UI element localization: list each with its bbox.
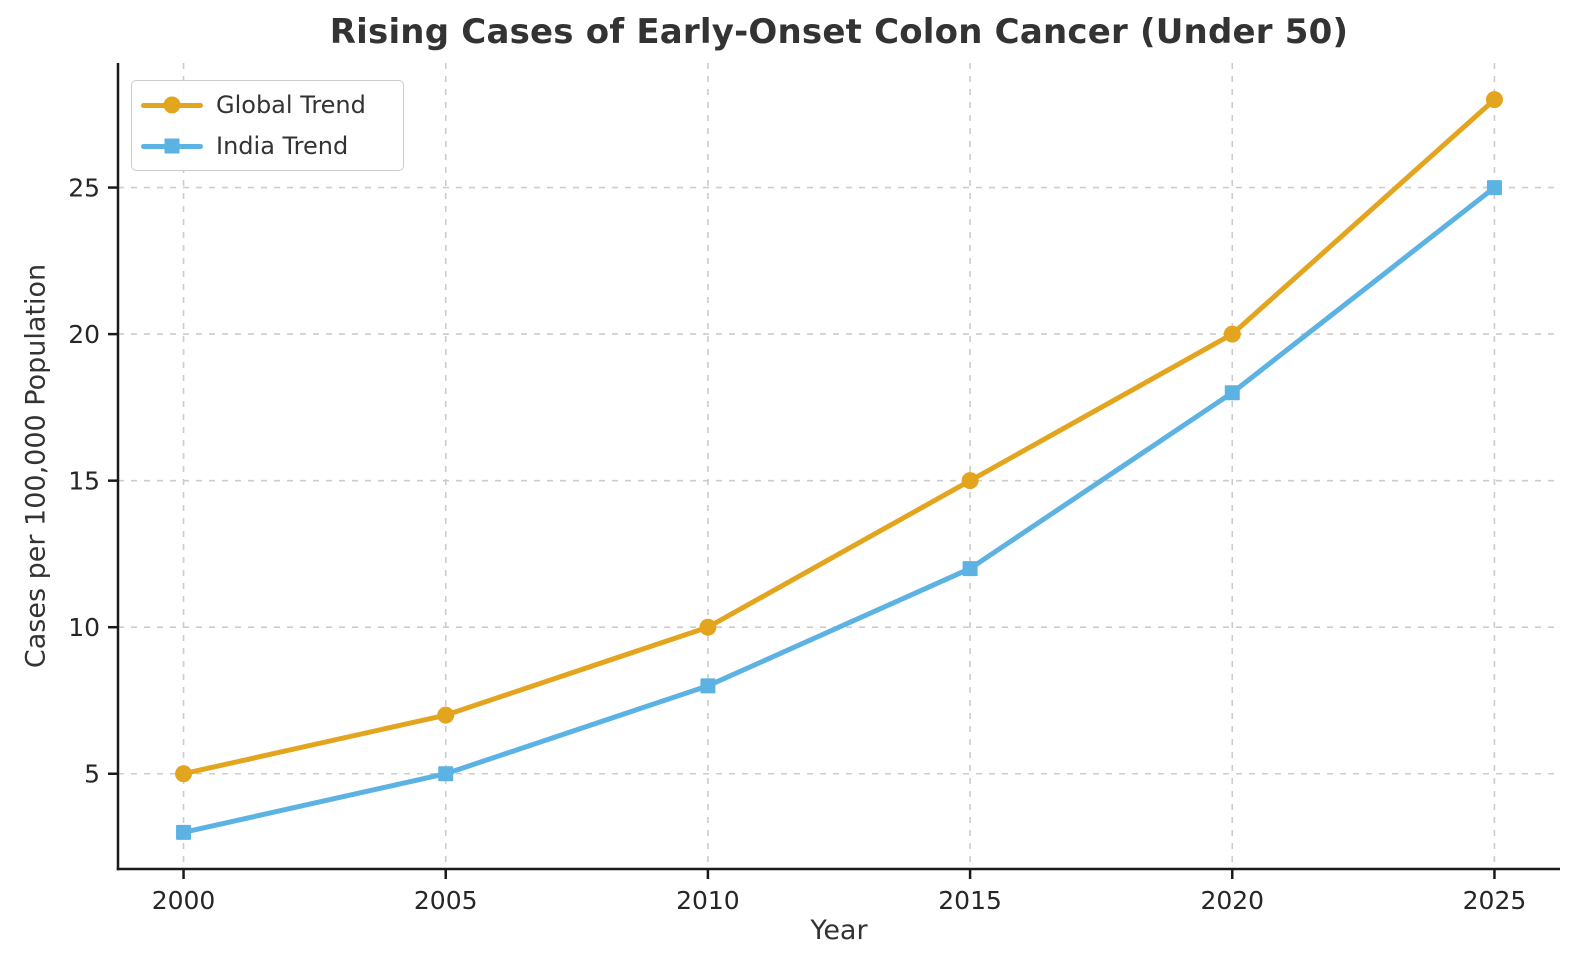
global-trend-line-swatch [141, 96, 203, 114]
series-line-global-trend [181, 97, 1497, 777]
y-tick-label: 15 [68, 467, 100, 496]
chart-title: Rising Cases of Early-Onset Colon Cancer… [329, 12, 1349, 52]
x-tick-label: 2025 [1463, 886, 1527, 915]
data-point-marker-global-trend [961, 472, 979, 490]
data-point-marker-india-trend [1224, 385, 1240, 401]
legend-item-india-trend: India Trend [141, 130, 403, 162]
x-tick-label: 2015 [938, 886, 1002, 915]
y-tick-label: 10 [68, 613, 100, 642]
x-tick-label: 2020 [1200, 886, 1264, 915]
circle-marker-icon [163, 96, 181, 114]
y-tick-label: 20 [68, 320, 100, 349]
legend: Global Trend India Trend [131, 80, 404, 171]
y-axis-label: Cases per 100,000 Population [20, 263, 52, 669]
data-point-marker-india-trend [176, 824, 192, 840]
series-line-india-trend [181, 185, 1497, 835]
data-point-marker-india-trend [1486, 180, 1502, 196]
x-tick-label: 2000 [152, 886, 216, 915]
x-axis-label: Year [810, 915, 868, 946]
data-point-marker-global-trend [1485, 91, 1503, 109]
square-marker-icon [164, 138, 180, 154]
data-point-marker-india-trend [700, 678, 716, 694]
legend-label-global-trend: Global Trend [216, 91, 366, 119]
legend-item-global-trend: Global Trend [141, 89, 403, 121]
x-tick-label: 2005 [414, 886, 478, 915]
data-point-marker-india-trend [438, 766, 454, 782]
x-tick-label: 2010 [676, 886, 740, 915]
data-point-marker-global-trend [175, 765, 193, 783]
legend-label-india-trend: India Trend [216, 132, 349, 160]
data-point-marker-india-trend [962, 561, 978, 577]
data-point-marker-global-trend [437, 706, 455, 724]
india-trend-line-swatch [141, 137, 203, 155]
y-tick-label: 5 [84, 760, 100, 789]
data-point-marker-global-trend [1223, 325, 1241, 343]
y-tick-label: 25 [68, 174, 100, 203]
data-point-marker-global-trend [699, 618, 717, 636]
